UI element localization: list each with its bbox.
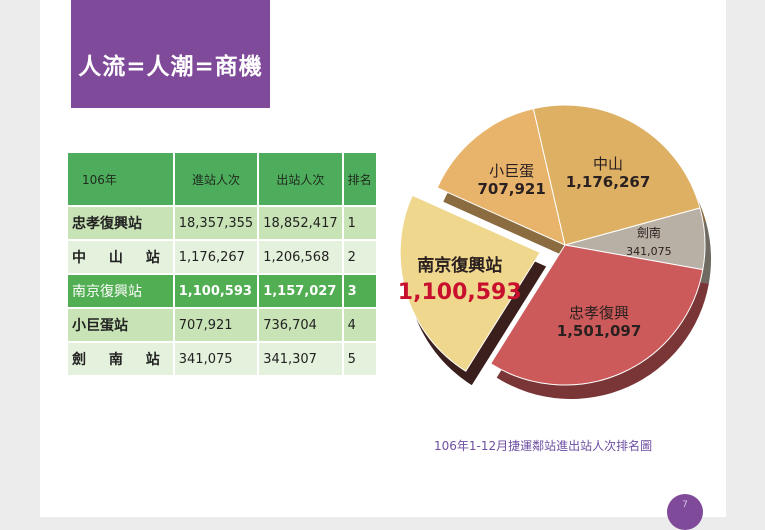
exits-cell: 1,206,568 xyxy=(259,241,344,275)
exits-cell: 736,704 xyxy=(259,309,344,343)
pie-slice-value: 707,921 xyxy=(477,180,545,198)
pie-slice-label: 忠孝復興 xyxy=(569,304,629,322)
table-row: 劍 南 站 341,075 341,307 5 xyxy=(68,343,378,377)
entries-cell: 341,075 xyxy=(174,343,260,377)
table-header-row: 106年 進站人次 出站人次 排名 xyxy=(68,153,378,207)
rank-cell: 2 xyxy=(343,241,378,275)
header-entries: 進站人次 xyxy=(174,153,260,207)
entries-cell: 707,921 xyxy=(174,309,260,343)
station-name: 南京復興站 xyxy=(68,275,175,309)
station-name: 中 山 站 xyxy=(68,241,175,275)
pie-slice-value: 1,176,267 xyxy=(566,173,650,191)
table-row: 忠孝復興站 18,357,355 18,852,417 1 xyxy=(68,207,378,241)
ridership-table: 106年 進站人次 出站人次 排名 忠孝復興站 18,357,355 18,85… xyxy=(68,153,378,377)
header-year: 106年 xyxy=(68,153,175,207)
entries-cell: 1,176,267 xyxy=(174,241,260,275)
pie-slice xyxy=(532,104,701,246)
exits-cell: 341,307 xyxy=(259,343,344,377)
table-row-highlighted: 南京復興站 1,100,593 1,157,027 3 xyxy=(68,275,378,309)
exits-cell: 1,157,027 xyxy=(259,275,344,309)
chart-caption: 106年1-12月捷運鄰站進出站人次排名圖 xyxy=(434,439,653,453)
exits-cell: 18,852,417 xyxy=(259,207,344,241)
station-name: 小巨蛋站 xyxy=(68,309,175,343)
pie-slice-label: 南京復興站 xyxy=(417,255,502,276)
table-row: 中 山 站 1,176,267 1,206,568 2 xyxy=(68,241,378,275)
entries-cell: 18,357,355 xyxy=(174,207,260,241)
header-rank: 排名 xyxy=(343,153,378,207)
pie-slice-value: 1,100,593 xyxy=(398,280,522,305)
header-exits: 出站人次 xyxy=(259,153,344,207)
pie-slice-value: 341,075 xyxy=(626,245,672,258)
pie-slice-label: 小巨蛋 xyxy=(489,162,534,180)
table-row: 小巨蛋站 707,921 736,704 4 xyxy=(68,309,378,343)
rank-cell: 3 xyxy=(343,275,378,309)
pie-slice-label: 中山 xyxy=(593,155,623,173)
rank-cell: 5 xyxy=(343,343,378,377)
page-number: 7 xyxy=(667,494,703,530)
pie-slice xyxy=(436,108,566,246)
pie-slice-value: 1,501,097 xyxy=(557,322,641,340)
entries-cell: 1,100,593 xyxy=(174,275,260,309)
station-name: 忠孝復興站 xyxy=(68,207,175,241)
rank-cell: 4 xyxy=(343,309,378,343)
title-banner: 人流=人潮=商機 xyxy=(71,0,270,108)
pie-slice xyxy=(399,194,541,372)
rank-cell: 1 xyxy=(343,207,378,241)
pie-slice xyxy=(489,244,704,386)
station-name: 劍 南 站 xyxy=(68,343,175,377)
page-title: 人流=人潮=商機 xyxy=(78,54,263,80)
pie-slice-label: 劍南 xyxy=(637,225,661,240)
